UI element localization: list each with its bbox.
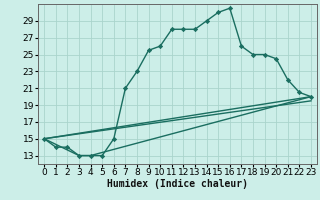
X-axis label: Humidex (Indice chaleur): Humidex (Indice chaleur) <box>107 179 248 189</box>
